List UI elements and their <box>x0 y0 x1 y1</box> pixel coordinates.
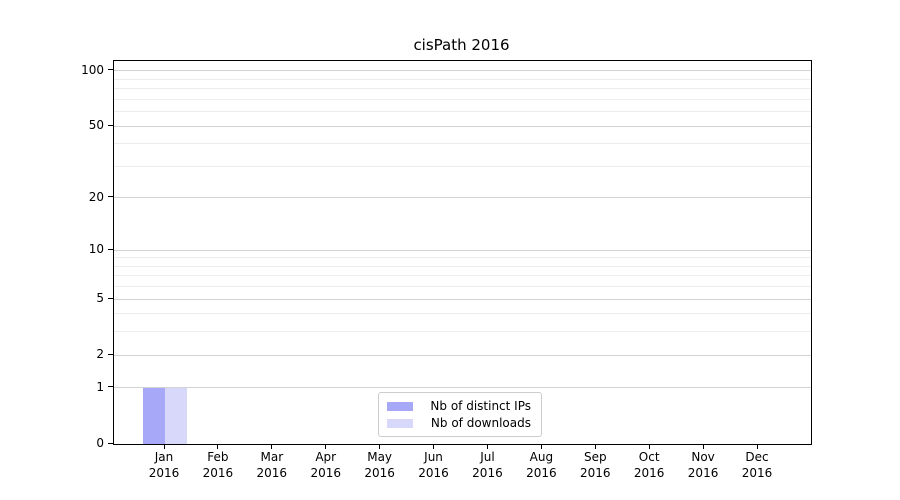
gridline-major <box>114 298 811 300</box>
legend-label-downloads: Nb of downloads <box>430 416 531 430</box>
gridline-minor <box>114 275 811 277</box>
y-tick-mark <box>108 248 113 250</box>
gridline-minor <box>114 331 811 333</box>
legend-swatch-distinct-ips <box>387 401 413 411</box>
y-tick-mark <box>108 69 113 71</box>
y-axis-tick-label: 2 <box>96 347 104 362</box>
gridline-minor <box>114 143 811 145</box>
gridline-major <box>114 249 811 251</box>
y-axis-tick-label: 100 <box>81 62 104 77</box>
x-axis-tick-label: Mar 2016 <box>256 450 288 480</box>
y-axis-tick-label: 10 <box>88 242 104 257</box>
legend-label-distinct-ips: Nb of distinct IPs <box>430 399 531 413</box>
gridline-minor <box>114 286 811 288</box>
x-tick-mark <box>163 444 165 449</box>
gridline-major <box>114 70 811 72</box>
x-tick-mark <box>594 444 596 449</box>
x-tick-mark <box>217 444 219 449</box>
chart-title: cisPath 2016 <box>413 36 510 54</box>
legend-item-downloads: Nb of downloads <box>387 415 531 431</box>
y-tick-mark <box>108 442 113 444</box>
x-axis-tick-label: Jan 2016 <box>148 450 180 480</box>
x-tick-mark <box>379 444 381 449</box>
legend-swatch-downloads <box>387 418 413 428</box>
legend: Nb of distinct IPs Nb of downloads <box>378 392 542 437</box>
gridline-minor <box>114 265 811 267</box>
gridline-minor <box>114 88 811 90</box>
gridline-major <box>114 354 811 356</box>
x-axis-tick-label: Oct 2016 <box>633 450 665 480</box>
x-tick-mark <box>271 444 273 449</box>
y-axis-tick-label: 5 <box>96 291 104 306</box>
x-axis-tick-label: Jul 2016 <box>472 450 503 480</box>
gridline-minor <box>114 98 811 100</box>
gridline-major <box>114 125 811 127</box>
bar-nb-of-distinct-ips <box>143 387 165 444</box>
y-tick-mark <box>108 196 113 198</box>
gridline-minor <box>114 78 811 80</box>
x-axis-tick-label: May 2016 <box>364 450 395 480</box>
plot-area <box>113 60 812 445</box>
y-tick-mark <box>108 386 113 388</box>
x-axis-tick-label: Jun 2016 <box>418 450 449 480</box>
gridline-major <box>114 197 811 199</box>
y-axis-tick-label: 20 <box>88 189 104 204</box>
gridline-minor <box>114 111 811 113</box>
x-tick-mark <box>540 444 542 449</box>
x-tick-mark <box>756 444 758 449</box>
y-axis-tick-label: 1 <box>96 379 104 394</box>
x-axis-tick-label: Dec 2016 <box>741 450 773 480</box>
gridline-minor <box>114 165 811 167</box>
x-tick-mark <box>325 444 327 449</box>
y-tick-mark <box>108 124 113 126</box>
x-tick-mark <box>486 444 488 449</box>
bar-nb-of-downloads <box>165 387 187 444</box>
x-axis-tick-label: Apr 2016 <box>310 450 341 480</box>
x-tick-mark <box>648 444 650 449</box>
x-axis-tick-label: Sep 2016 <box>579 450 611 480</box>
x-axis-tick-label: Feb 2016 <box>202 450 234 480</box>
y-axis-tick-label: 50 <box>88 118 104 133</box>
x-axis-tick-label: Aug 2016 <box>526 450 557 480</box>
gridline-minor <box>114 313 811 315</box>
x-tick-mark <box>433 444 435 449</box>
gridline-minor <box>114 257 811 259</box>
y-axis-tick-label: 0 <box>96 436 104 450</box>
x-axis-tick-label: Nov 2016 <box>687 450 719 480</box>
y-tick-mark <box>108 353 113 355</box>
x-tick-mark <box>702 444 704 449</box>
legend-item-distinct-ips: Nb of distinct IPs <box>387 398 531 414</box>
y-tick-mark <box>108 297 113 299</box>
gridline-major <box>114 387 811 389</box>
